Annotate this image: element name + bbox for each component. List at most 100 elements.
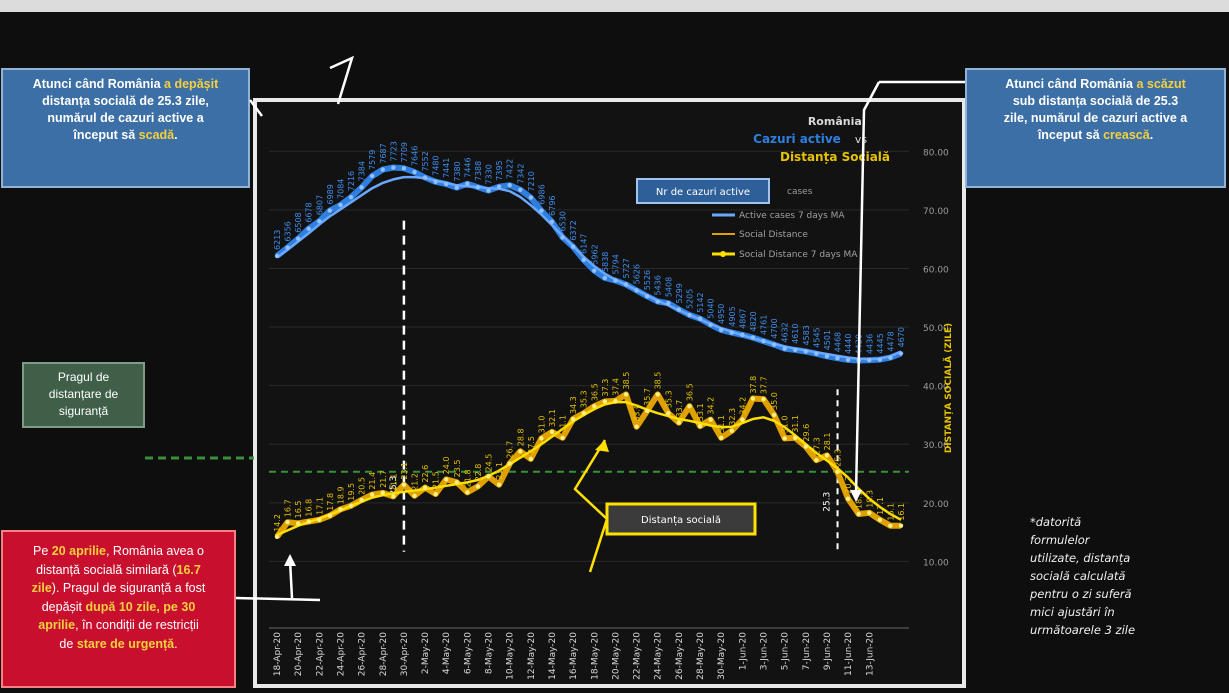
active-cases-label: 4583 <box>802 325 811 345</box>
active-cases-label: 5838 <box>601 252 610 272</box>
active-cases-point <box>454 185 459 190</box>
social-distance-point <box>814 457 819 463</box>
active-cases-label: 4905 <box>728 306 737 326</box>
active-cases-point <box>422 175 428 180</box>
social-distance-label: 17.1 <box>315 497 324 515</box>
social-distance-point <box>835 469 840 474</box>
social-distance-point <box>771 412 777 418</box>
active-cases-label: 4761 <box>760 315 769 335</box>
active-cases-label: 7709 <box>400 142 409 162</box>
active-cases-point <box>391 165 396 170</box>
april-l4-pre: depășit <box>41 599 86 614</box>
social-distance-point <box>898 523 904 528</box>
x-tick-label: 10-May-20 <box>506 632 516 680</box>
y-tick-label: 80.00 <box>923 148 949 158</box>
threshold-callout-line1: Pragul de <box>57 370 110 384</box>
social-distance-point <box>306 519 311 524</box>
active-cases-point <box>867 357 872 363</box>
social-distance-label: 25.3 <box>834 449 843 467</box>
y-tick-label: 20.00 <box>923 500 949 510</box>
x-tick-label: 6-May-20 <box>463 632 473 674</box>
social-distance-point <box>422 485 428 490</box>
legend-sd-ma: Social Distance 7 days MA <box>739 250 858 260</box>
active-cases-label: 5962 <box>590 244 599 264</box>
x-tick-label: 28-Apr-20 <box>379 632 389 676</box>
active-cases-point <box>496 184 502 189</box>
active-cases-label: 6986 <box>537 184 546 204</box>
callout-exceeded-line4-pre: început să <box>73 128 139 142</box>
active-cases-point <box>507 182 512 188</box>
social-distance-point <box>793 435 798 440</box>
active-cases-label: 6678 <box>305 202 314 222</box>
active-cases-label: 7723 <box>389 141 398 161</box>
active-cases-point <box>317 218 322 224</box>
social-distance-label: 36.5 <box>685 383 694 401</box>
april-l1-post: , România avea o <box>105 544 204 558</box>
chart-frame: 25.3 25.3 6213 6356 6508 6678 6807 6989 7084 721… <box>253 98 966 688</box>
active-cases-label: 5626 <box>633 264 642 284</box>
active-cases-point <box>380 167 385 172</box>
active-cases-label: 7646 <box>410 146 419 166</box>
active-cases-label: 5299 <box>675 283 684 303</box>
threshold-callout-line3: siguranță <box>58 404 109 418</box>
april-l3-hl: zile <box>31 581 52 595</box>
social-distance-point <box>803 444 809 449</box>
chart-title-line2a: Cazuri active <box>753 132 841 146</box>
footnote-line-3: utilizate, distanța <box>1030 551 1131 565</box>
social-distance-label: 36.5 <box>590 383 599 401</box>
active-cases-point <box>592 268 597 273</box>
active-cases-label: 6796 <box>548 195 557 215</box>
x-tick-label: 11-Jun-20 <box>844 632 854 676</box>
x-tick-label: 1-Jun-20 <box>738 632 748 671</box>
active-cases-label: 7210 <box>527 171 536 191</box>
social-distance-label: 16.1 <box>897 503 906 521</box>
top-strip <box>0 0 1229 12</box>
social-distance-label: 16.1 <box>886 503 895 521</box>
x-tick-label: 26-May-20 <box>675 632 685 680</box>
x-tick-label: 18-Apr-20 <box>273 632 283 676</box>
social-distance-point <box>613 398 618 404</box>
y-tick-label: 30.00 <box>923 441 949 451</box>
active-cases-label: 4445 <box>876 333 885 353</box>
social-distance-point <box>750 396 756 401</box>
social-distance-label: 21.7 <box>379 470 388 488</box>
footnote-line-6: mici ajustări în <box>1030 605 1115 619</box>
social-distance-point <box>888 523 893 528</box>
social-distance-label: 32.1 <box>548 409 557 427</box>
active-cases-label: 7384 <box>358 161 367 181</box>
callout-dropped-line4-hl: crească <box>1103 128 1150 142</box>
series-layer <box>274 164 904 540</box>
active-cases-label: 7422 <box>506 159 515 179</box>
active-cases-label: 7687 <box>379 143 388 163</box>
social-distance-point <box>359 497 364 503</box>
chart-title-line2b: vs <box>855 133 868 146</box>
social-distance-label: 16.7 <box>284 499 293 517</box>
active-cases-point <box>369 173 375 179</box>
social-distance-point <box>761 396 766 402</box>
social-distance-label: 28.1 <box>823 433 832 451</box>
active-cases-point <box>877 357 883 362</box>
social-distance-label: 22.6 <box>421 465 430 483</box>
x-tick-label: 5-Jun-20 <box>781 632 791 671</box>
social-distance-label: 34.2 <box>738 397 747 415</box>
april-l5-post: , în condiții de restricții <box>75 618 199 632</box>
active-cases-point <box>359 185 364 190</box>
social-distance-point <box>719 435 724 440</box>
active-cases-point <box>623 282 629 287</box>
y-tick-label: 10.00 <box>923 558 949 568</box>
active-cases-label: 6213 <box>273 230 282 250</box>
callout-dropped-line4-pre: început să <box>1037 128 1104 142</box>
social-distance-label: 23.5 <box>453 460 462 478</box>
active-cases-label: 4468 <box>834 332 843 352</box>
active-cases-point <box>295 236 301 241</box>
active-cases-point <box>338 202 343 208</box>
social-distance-label: 35.3 <box>664 390 673 408</box>
social-distance-label: 24.5 <box>485 454 494 472</box>
legend-sd-ma-marker <box>720 251 726 257</box>
active-cases-point <box>719 327 724 333</box>
social-distance-label: 35.3 <box>580 390 589 408</box>
social-distance-point <box>369 492 375 497</box>
active-cases-point <box>475 184 481 190</box>
social-distance-point <box>327 513 333 518</box>
